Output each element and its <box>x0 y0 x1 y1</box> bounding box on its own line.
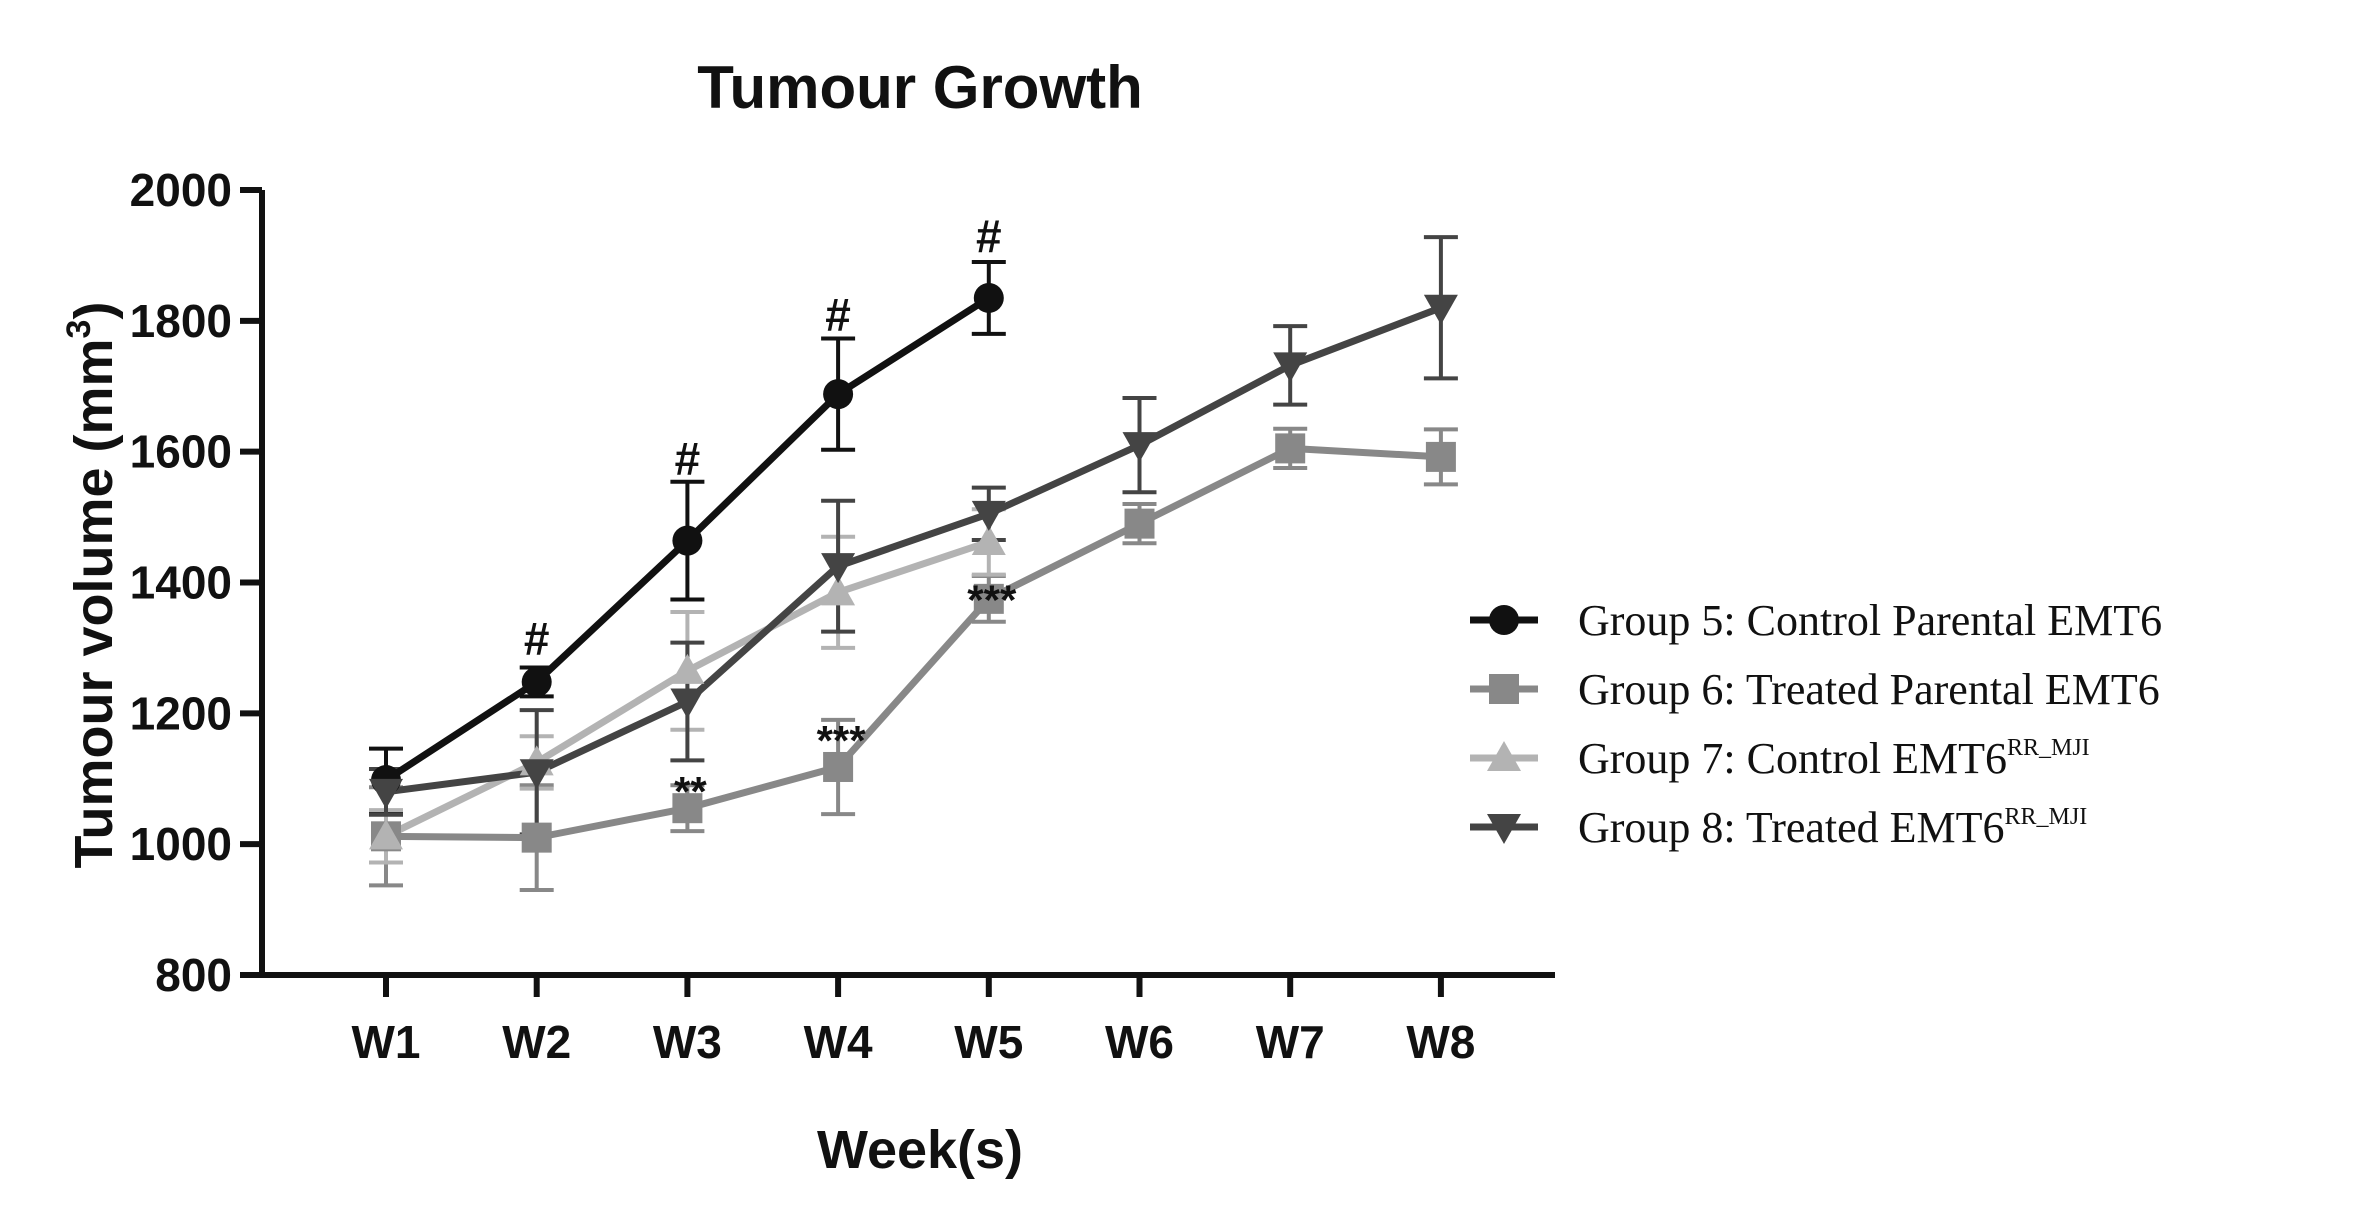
x-tick-label-W2: W2 <box>502 1016 571 1068</box>
y-axis-title-suffix: ) <box>64 302 124 320</box>
x-axis-title: Week(s) <box>817 1120 1023 1180</box>
significance-stars-W3-4: ** <box>674 768 707 815</box>
series-markers <box>369 282 1458 853</box>
y-axis-title: Tumour volume (mm3) <box>60 302 124 869</box>
series-line-group-8 <box>385 304 1443 796</box>
x-tick-label-W6: W6 <box>1105 1016 1174 1068</box>
legend-label-text-group-5: Group 5: Control Parental EMT6 <box>1578 596 2162 645</box>
data-point-group-6-W3 <box>672 793 703 824</box>
y-tick-label-2000: 2000 <box>130 164 232 216</box>
y-tick-label-1600: 1600 <box>130 426 232 478</box>
y-tick-label-800: 800 <box>155 949 232 1001</box>
data-point-group-8-W2 <box>519 759 554 790</box>
annotations: ####******** <box>524 210 1017 815</box>
x-tick-label-W7: W7 <box>1256 1016 1325 1068</box>
axes: 800 1000 1200 1400 1600 1800 2000 W1 W2 W3 W4 W5 W6 W… <box>130 164 1555 1068</box>
y-tick-label-1200: 1200 <box>130 687 232 739</box>
significance-stars-W4-5: *** <box>817 717 867 764</box>
legend-label-text-group-8: Group 8: Treated EMT6 <box>1578 803 2005 852</box>
data-point-group-7-W1 <box>369 819 403 850</box>
y-tick-label-1800: 1800 <box>130 295 232 347</box>
data-point-group-6-W8 <box>1425 441 1456 472</box>
legend-label-superscript-group-8: RR_MJI <box>2005 804 2088 830</box>
data-point-group-8-W5 <box>971 500 1006 531</box>
data-point-group-8-W3 <box>670 688 705 719</box>
data-point-group-6-W6 <box>1124 508 1155 539</box>
data-point-group-7-W3 <box>670 653 705 684</box>
legend-label-group-7: Group 7: Control EMT6RR_MJI <box>1578 734 2090 783</box>
significance-hash-W5-3: # <box>976 210 1002 262</box>
significance-stars-W5-6: *** <box>967 576 1017 623</box>
data-point-group-6-W5 <box>973 583 1004 614</box>
legend-label-group-8: Group 8: Treated EMT6RR_MJI <box>1578 803 2087 852</box>
x-tick-label-W8: W8 <box>1406 1016 1475 1068</box>
legend-label-superscript-group-7: RR_MJI <box>2007 735 2090 761</box>
data-point-group-7-W4 <box>821 575 856 606</box>
legend-marker-group-6 <box>1489 674 1519 704</box>
data-point-group-7-W5 <box>971 524 1006 555</box>
legend-label-text-group-7: Group 7: Control EMT6 <box>1578 734 2007 783</box>
y-tick-label-1400: 1400 <box>130 557 232 609</box>
data-point-group-8-W8 <box>1423 294 1458 325</box>
x-tick-label-W4: W4 <box>804 1016 873 1068</box>
data-point-group-8-W4 <box>821 553 856 584</box>
significance-hash-W3-1: # <box>675 433 701 485</box>
data-point-group-5-W2 <box>521 666 552 697</box>
x-tick-label-W5: W5 <box>954 1016 1023 1068</box>
svg-text:Tumour volume (mm3): Tumour volume (mm3) <box>60 302 124 869</box>
legend-label-group-6: Group 6: Treated Parental EMT6 <box>1578 665 2160 714</box>
legend-label-text-group-6: Group 6: Treated Parental EMT6 <box>1578 665 2160 714</box>
data-point-group-8-W6 <box>1122 432 1157 463</box>
significance-hash-W2-0: # <box>524 612 550 664</box>
y-axis-title-text: Tumour volume (mm <box>64 338 124 868</box>
data-point-group-8-W7 <box>1273 352 1308 383</box>
y-axis-title-superscript: 3 <box>60 320 98 339</box>
legend-label-group-5: Group 5: Control Parental EMT6 <box>1578 596 2162 645</box>
series-line-group-6 <box>385 444 1442 842</box>
legend-marker-group-7 <box>1487 741 1521 771</box>
x-tick-label-W1: W1 <box>352 1016 421 1068</box>
data-point-group-5-W3 <box>672 525 703 556</box>
chart-title: Tumour Growth <box>697 54 1143 121</box>
data-point-group-5-W4 <box>823 379 854 410</box>
legend-marker-group-5 <box>1489 605 1519 635</box>
x-tick-label-W3: W3 <box>653 1016 722 1068</box>
data-point-group-6-W2 <box>521 822 552 853</box>
data-point-group-8-W1 <box>369 778 403 809</box>
data-point-group-5-W5 <box>973 282 1004 313</box>
legend: Group 5: Control Parental EMT6 Group 6: T… <box>1470 596 2162 852</box>
significance-hash-W4-2: # <box>825 289 851 341</box>
legend-marker-group-8 <box>1487 814 1521 844</box>
data-point-group-6-W7 <box>1275 433 1306 464</box>
series-lines <box>384 294 1443 842</box>
y-tick-label-1000: 1000 <box>130 818 232 870</box>
data-point-group-6-W4 <box>823 751 854 782</box>
